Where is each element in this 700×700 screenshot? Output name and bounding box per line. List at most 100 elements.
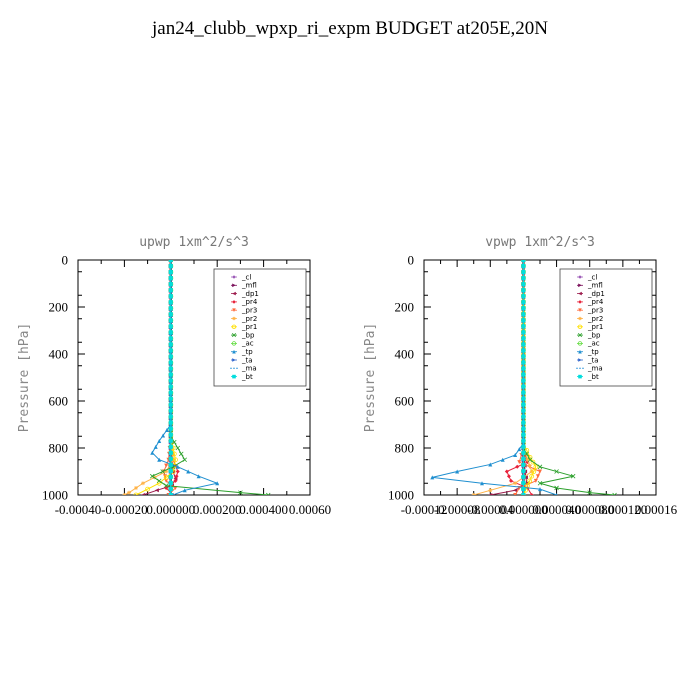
series-point-bt <box>521 282 526 287</box>
legend-marker <box>231 341 237 346</box>
series-point-bt <box>521 354 526 359</box>
legend-marker <box>232 283 236 288</box>
legend-entry: _mfl <box>577 282 603 290</box>
series-point-tp <box>538 487 542 492</box>
x-tick-label: 0.00016 <box>635 502 678 517</box>
series-point-pr2 <box>164 469 169 474</box>
series-group <box>122 260 271 495</box>
series-point-bt <box>168 414 173 419</box>
series-point-pr2 <box>525 457 530 462</box>
legend-entry: _bp <box>231 331 255 339</box>
series-point-bp <box>554 485 559 491</box>
x-tick-label: -0.00040 <box>55 502 102 517</box>
series-point-bt <box>168 318 173 323</box>
series-point-bt <box>521 300 526 305</box>
series-point-bt <box>168 450 173 455</box>
series-point-bt <box>168 276 173 281</box>
series-point-bt <box>521 390 526 395</box>
series-point-bt <box>521 366 526 371</box>
series-point-dp1 <box>154 488 159 493</box>
series-point-bt <box>168 480 173 485</box>
series-point-bt <box>521 264 526 269</box>
series-point-bt <box>168 330 173 335</box>
series-point-bt <box>521 474 526 479</box>
legend-entry: _bp <box>577 331 601 339</box>
series-line-pr2 <box>124 260 174 495</box>
series-point-bt <box>168 270 173 275</box>
series-point-tp <box>196 474 201 479</box>
series-point-tp <box>215 481 220 486</box>
series-point-bt <box>168 456 173 461</box>
series-point-bt <box>168 372 173 377</box>
legend-entry: _pr1 <box>577 323 603 331</box>
legend-entry: _tp <box>577 348 599 356</box>
legend-marker <box>578 316 582 321</box>
series-point-bp <box>587 490 592 495</box>
series-line-tp <box>432 260 557 495</box>
legend-label: _bt <box>241 373 253 381</box>
legend-marker <box>578 358 582 362</box>
series-point-bt <box>521 276 526 281</box>
series-point-bt <box>521 342 526 347</box>
series-point-bt <box>521 378 526 383</box>
series-point-bp <box>570 473 576 479</box>
y-tick-label: 200 <box>395 300 415 315</box>
legend-label: _pr2 <box>241 315 257 323</box>
series-point-bt <box>168 493 173 495</box>
series-point-pr3 <box>164 463 169 468</box>
legend-label: _cl <box>587 273 597 281</box>
series-point-bt <box>521 372 526 377</box>
legend-marker <box>232 308 236 312</box>
series-point-pr2 <box>527 463 532 468</box>
series-point-bt <box>168 336 173 341</box>
series-point-bt <box>521 288 526 293</box>
legend-label: _ta <box>587 356 599 364</box>
series-point-pr2 <box>471 493 476 495</box>
legend-marker <box>232 300 236 304</box>
series-point-bt <box>168 366 173 371</box>
series-point-bt <box>521 468 526 473</box>
legend-label: _ma <box>587 365 603 373</box>
series-point-pr1 <box>133 492 139 495</box>
x-tick-label: 0.000040 <box>532 502 581 517</box>
series-group <box>430 260 617 495</box>
series-point-pr1 <box>145 486 151 492</box>
legend-marker <box>231 324 237 329</box>
series-point-pr4 <box>175 469 180 474</box>
series-point-tp <box>157 438 162 443</box>
series-point-bp <box>527 457 533 463</box>
legend-entry: _pr4 <box>231 298 258 306</box>
series-point-bt <box>168 474 173 479</box>
series-point-bt <box>168 354 173 359</box>
series-point-tp <box>488 462 493 467</box>
series-point-dp1 <box>523 475 528 480</box>
legend-marker <box>578 308 582 312</box>
x-tick-label: -0.00020 <box>101 502 148 517</box>
legend-marker <box>578 349 582 354</box>
panel-title: vpwp 1xm^2/s^3 <box>485 235 595 250</box>
legend-marker <box>232 349 236 354</box>
y-tick-label: 400 <box>49 347 69 362</box>
page-title: jan24_clubb_wpxp_ri_expm BUDGET at205E,2… <box>152 18 548 39</box>
series-point-tp <box>186 469 191 474</box>
legend-marker <box>577 341 583 346</box>
y-tick-label: 400 <box>395 347 415 362</box>
series-point-bt <box>168 420 173 425</box>
series-point-pr4 <box>509 478 513 483</box>
legend-marker <box>578 275 582 279</box>
y-tick-label: 1000 <box>388 488 414 503</box>
series-point-pr3 <box>513 493 518 495</box>
series-point-tp <box>480 481 484 486</box>
series-point-tp <box>157 457 162 462</box>
legend-label: _ac <box>587 340 600 348</box>
legend-entry: _mfl <box>231 282 257 290</box>
y-axis-label: Pressure [hPa] <box>363 323 378 433</box>
legend-label: _pr4 <box>587 298 604 306</box>
series-point-pr4 <box>173 478 178 483</box>
y-tick-label: 800 <box>395 441 415 456</box>
series-point-bt <box>168 288 173 293</box>
series-point-bt <box>521 312 526 317</box>
series-point-bt <box>521 408 526 413</box>
y-axis-label: Pressure [hPa] <box>17 323 32 433</box>
